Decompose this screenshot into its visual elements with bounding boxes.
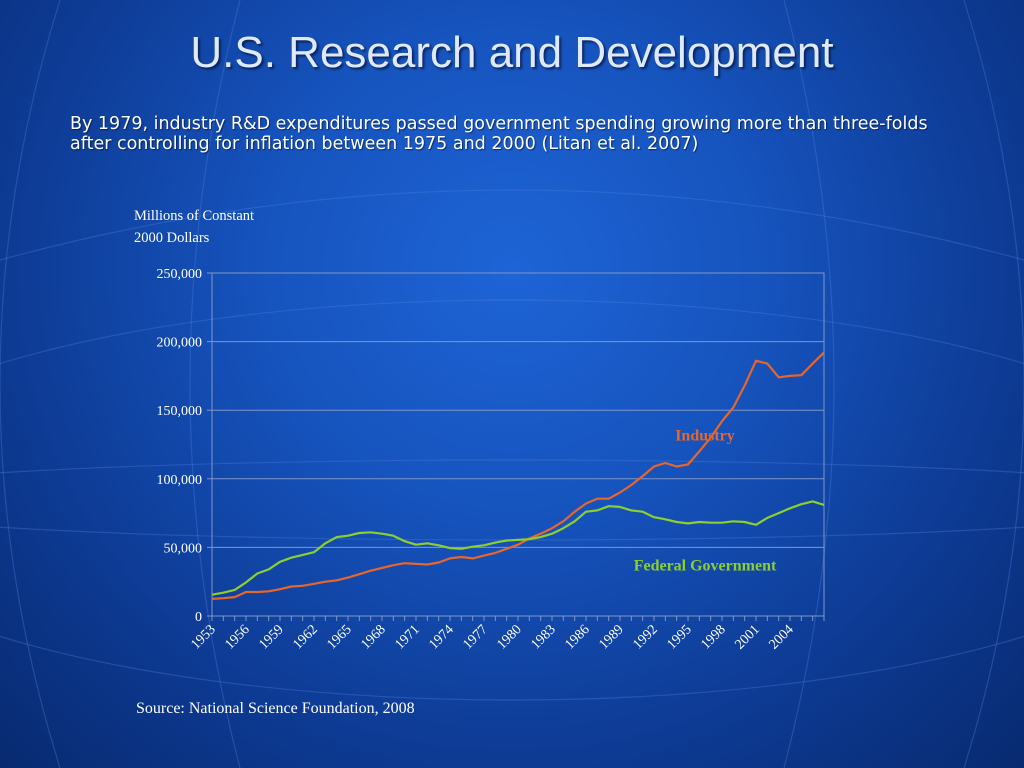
- series-annotation: Federal Government: [634, 558, 777, 575]
- x-tick-label: 2004: [766, 622, 796, 652]
- x-tick-label: 1983: [528, 622, 558, 652]
- y-tick-label: 150,000: [157, 404, 203, 419]
- series-annotation: Industry: [675, 427, 735, 444]
- y-tick-label: 250,000: [157, 267, 203, 282]
- y-tick-label: 100,000: [157, 473, 203, 488]
- y-tick-label: 200,000: [157, 336, 203, 351]
- x-tick-label: 1971: [392, 622, 422, 652]
- series-line-federal-government: [211, 500, 825, 596]
- y-axis-label-line-1: Millions of Constant: [134, 208, 255, 224]
- x-tick-label: 1998: [698, 622, 728, 652]
- y-tick-label: 50,000: [164, 541, 203, 556]
- x-tick-label: 1974: [426, 622, 456, 652]
- x-tick-label: 2001: [732, 622, 762, 652]
- x-tick-label: 1980: [494, 622, 524, 652]
- x-tick-label: 1992: [630, 622, 660, 652]
- x-tick-label: 1989: [596, 622, 626, 652]
- y-axis-label-line-2: 2000 Dollars: [134, 230, 210, 246]
- series-line-industry: [211, 351, 825, 600]
- x-tick-label: 1962: [290, 622, 320, 652]
- x-tick-label: 1977: [460, 622, 490, 652]
- slide-subtitle: By 1979, industry R&D expenditures passe…: [70, 114, 928, 154]
- x-tick-label: 1959: [256, 622, 286, 652]
- source-note: Source: National Science Foundation, 200…: [136, 700, 415, 717]
- x-tick-label: 1956: [222, 622, 252, 652]
- x-tick-label: 1995: [664, 622, 694, 652]
- x-tick-label: 1953: [188, 622, 218, 652]
- y-tick-label: 0: [195, 610, 202, 625]
- x-tick-label: 1986: [562, 622, 592, 652]
- slide-title: U.S. Research and Development: [190, 28, 834, 77]
- x-tick-label: 1968: [358, 622, 388, 652]
- x-tick-label: 1965: [324, 622, 354, 652]
